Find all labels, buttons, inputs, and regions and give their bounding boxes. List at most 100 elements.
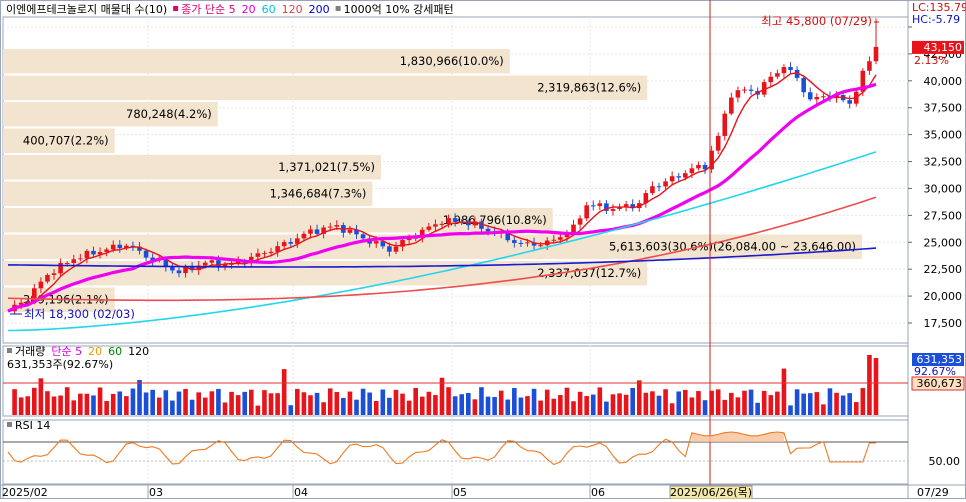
hc-label: HC:-5.79 <box>912 13 960 26</box>
volume-bar <box>110 393 116 415</box>
volume-bar <box>597 387 603 415</box>
price-candle <box>255 248 261 261</box>
price-tick-label: 35,000 <box>924 129 963 142</box>
volume-bar <box>709 390 714 415</box>
ma120-line <box>7 196 877 302</box>
volume-bar <box>255 405 261 415</box>
price-candle <box>650 181 655 196</box>
legend-token: 1000억 10% 강세패턴 <box>344 3 454 16</box>
volume-bar <box>321 402 326 415</box>
price-tick-label: 17,500 <box>924 317 963 330</box>
price-candle <box>512 235 517 248</box>
volume-bar <box>827 388 833 415</box>
volume-profile-label: 1,830,966(10.0%) <box>400 54 504 68</box>
price-legend: 이엔에프테크놀로지 매물대 수(10) 종가 단순 5 20 60 120 200 1000… <box>6 3 454 16</box>
volume-bar <box>623 394 629 415</box>
time-axis-label: 2025/02 <box>2 486 48 499</box>
volume-bar <box>130 388 136 415</box>
price-candle <box>170 262 175 274</box>
price-candle <box>604 200 609 215</box>
price-candle <box>479 218 484 234</box>
volume-bar <box>64 387 70 415</box>
volume-bar <box>722 399 728 415</box>
volume-profile-bar: 1,986,796(10.8%) <box>3 208 553 233</box>
volume-bar <box>295 388 300 415</box>
volume-bar <box>551 398 557 415</box>
rsi-title: RSI 14 <box>15 419 50 432</box>
volume-bar <box>176 391 182 415</box>
volume-bar <box>393 389 399 415</box>
volume-bar <box>373 400 379 415</box>
price-candle <box>722 110 728 141</box>
price-candle <box>189 262 195 273</box>
volume-profile-bar: 1,830,966(10.0%) <box>3 49 510 74</box>
price-candle <box>308 225 313 239</box>
price-tick-label: 25,000 <box>924 236 963 249</box>
volume-bar <box>18 397 24 415</box>
volume-bar <box>209 391 215 415</box>
volume-bar <box>413 387 418 415</box>
legend-token: 200 <box>309 3 330 16</box>
price-candle <box>466 219 471 231</box>
low-price-label: 최저 18,300 (02/03) <box>24 307 135 321</box>
price-candle <box>45 273 50 284</box>
volume-bar <box>801 393 806 415</box>
volume-bar <box>170 400 175 415</box>
volume-bar <box>571 401 576 415</box>
volume-bar <box>117 391 123 415</box>
price-candle <box>393 241 399 255</box>
volume-bar <box>636 380 642 415</box>
volume-bar <box>663 389 668 415</box>
price-candle <box>426 222 432 232</box>
volume-profile-label: 780,248(4.2%) <box>126 107 212 121</box>
ma20-line <box>7 82 877 313</box>
price-tick-label: 37,500 <box>924 102 963 115</box>
time-axis-label: 04 <box>294 486 308 499</box>
current-price-label: 43,150 <box>924 41 963 54</box>
volume-bar <box>755 402 760 415</box>
volume-bar <box>71 400 77 415</box>
rsi-pane: RSI 14 50.00 <box>3 419 960 468</box>
price-candle <box>137 241 142 255</box>
volume-bar <box>91 395 96 415</box>
volume-bar <box>768 395 774 415</box>
volume-bar <box>163 390 169 415</box>
volume-bar <box>426 391 432 415</box>
volume-bar <box>354 399 359 415</box>
volume-bar <box>268 393 274 415</box>
volume-bar <box>327 388 333 415</box>
volume-bar <box>729 392 734 415</box>
volume-bar <box>347 391 353 415</box>
price-candle <box>275 241 280 257</box>
current-change-label: 2.13% <box>914 54 949 67</box>
price-candle <box>676 172 682 182</box>
price-candle <box>781 64 787 78</box>
volume-bar <box>604 401 609 415</box>
volume-profile-label: 2,337,037(12.7%) <box>537 266 641 280</box>
volume-bar <box>452 396 458 415</box>
price-candle <box>775 69 780 80</box>
volume-bar <box>156 397 162 415</box>
avg-volume-box <box>911 376 965 391</box>
price-candle <box>51 268 57 280</box>
price-candle <box>354 224 359 240</box>
price-candle <box>91 246 96 258</box>
volume-profile-label: 1,986,796(10.8%) <box>443 213 547 227</box>
volume-bar <box>492 397 497 415</box>
price-candle <box>314 224 320 236</box>
volume-bar <box>97 387 103 415</box>
volume-bar <box>12 389 17 415</box>
volume-bar <box>531 388 537 415</box>
price-tick-label: 32,500 <box>924 156 963 169</box>
volume-bar <box>485 396 491 415</box>
volume-bar <box>689 397 695 415</box>
volume-bar <box>676 391 682 415</box>
price-candle <box>597 200 603 210</box>
legend-token: 120 <box>282 3 303 16</box>
legend-token: 60 <box>262 3 276 16</box>
rsi-tick-label: 50.00 <box>929 455 961 468</box>
time-axis-label: 07/29 <box>917 486 949 499</box>
volume-bar <box>577 391 583 415</box>
